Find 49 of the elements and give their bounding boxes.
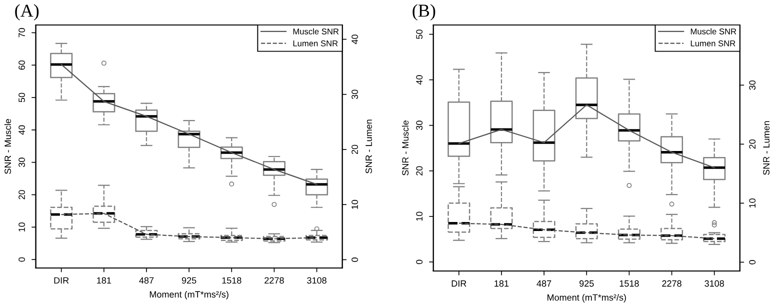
y-tick-label: 0: [18, 257, 25, 262]
legend-label: Lumen SNR: [690, 40, 736, 46]
y-tick-label: 20: [18, 190, 25, 200]
y-tick-label: 30: [416, 120, 423, 130]
y-tick-label: 40: [416, 75, 423, 85]
y2-tick-label: 10: [749, 198, 756, 208]
y2-tick-label: 30: [352, 90, 358, 100]
x-axis-title: Moment (mT*ms²/s): [150, 290, 228, 300]
legend-label: Lumen SNR: [293, 40, 338, 46]
x-tick-label: 2278: [662, 280, 682, 287]
y-tick-label: 10: [416, 212, 423, 221]
x-tick-label: 181: [97, 277, 111, 284]
x-tick-label: 487: [536, 280, 552, 287]
x-tick-label: 925: [580, 280, 594, 287]
legend-label: Muscle SNR: [690, 28, 736, 34]
y-tick-label: 50: [416, 30, 423, 39]
y2-tick-label: 20: [352, 144, 358, 154]
x-tick-label: 3108: [704, 280, 724, 287]
y-axis-title: SNR - Muscle: [402, 120, 409, 176]
y2-tick-label: 0: [352, 258, 358, 262]
y-tick-label: 70: [18, 28, 25, 38]
y2-tick-label: 10: [352, 200, 358, 209]
y2-axis-title: SNR - Lumen: [763, 121, 770, 175]
x-tick-label: 181: [494, 280, 509, 287]
y-tick-label: 0: [416, 260, 423, 264]
y-tick-label: 30: [18, 158, 25, 168]
y-axis-title: SNR - Muscle: [4, 119, 12, 174]
y2-tick-label: 0: [749, 260, 756, 264]
x-tick-label: 925: [182, 277, 196, 284]
y2-tick-label: 40: [352, 34, 358, 44]
y2-tick-label: 30: [749, 80, 756, 90]
x-tick-label: 487: [139, 277, 154, 284]
x-axis-title: Moment (mT*ms²/s): [547, 294, 626, 302]
chart-title: (B): [412, 4, 436, 20]
legend-label: Muscle SNR: [293, 28, 339, 34]
y2-tick-label: 20: [749, 139, 756, 149]
chart-title: (A): [15, 4, 39, 20]
y-tick-label: 40: [18, 125, 25, 135]
y-tick-label: 60: [18, 60, 25, 70]
y2-axis-title: SNR - Lumen: [366, 120, 372, 174]
x-tick-label: 1518: [222, 277, 242, 284]
x-tick-label: 3108: [307, 277, 326, 284]
x-tick-label: 2278: [264, 277, 284, 284]
x-tick-label: 1518: [620, 280, 639, 287]
y-tick-label: 20: [416, 166, 423, 176]
x-tick-label: DIR: [452, 280, 466, 287]
x-tick-label: DIR: [54, 277, 69, 284]
y-tick-label: 50: [18, 92, 25, 102]
y-tick-label: 10: [18, 222, 25, 232]
